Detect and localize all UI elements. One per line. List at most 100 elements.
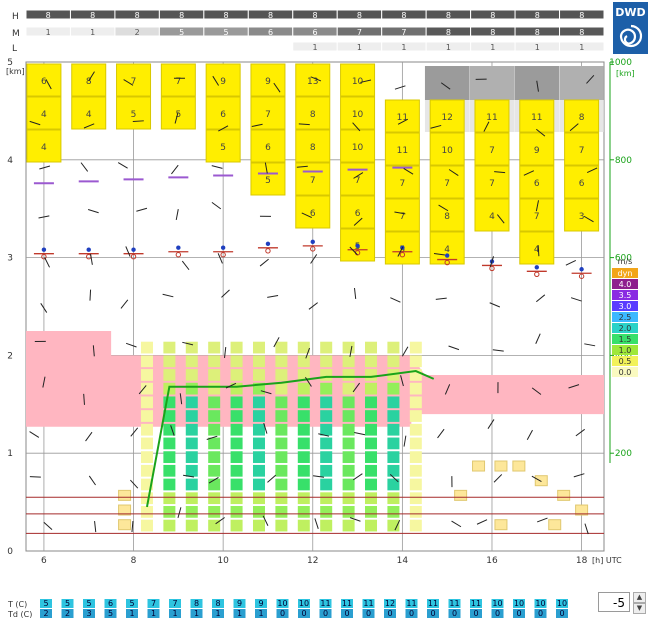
temp-offset-spinner[interactable]: -5 ▲ ▼ <box>598 592 648 614</box>
cloud-cell-value: 6 <box>41 77 47 87</box>
cloud-cell-H <box>559 9 605 20</box>
td-cell <box>61 609 74 618</box>
t-value: 10 <box>299 599 309 608</box>
wind-barb <box>568 384 580 389</box>
updraft-cell <box>252 410 265 422</box>
wind-barb <box>400 375 404 387</box>
updraft-cell <box>230 355 243 368</box>
updraft-cell <box>365 464 378 477</box>
wind-barb <box>308 302 318 310</box>
updraft-cell <box>252 355 265 368</box>
td-cell <box>212 609 224 618</box>
cloud-cell-value: 10 <box>352 77 364 87</box>
cloud-value-M: 5 <box>224 28 229 37</box>
cloud-cell <box>429 132 465 166</box>
updraft-cell <box>365 341 378 354</box>
cloud-cell-value: 11 <box>486 113 497 123</box>
cloud-value-M: 8 <box>446 28 451 37</box>
updraft-cell <box>342 355 355 368</box>
t-cell <box>448 599 461 608</box>
td-cell <box>405 609 418 618</box>
wind-barb <box>397 118 409 125</box>
wind-barb <box>536 80 539 92</box>
spinner-value[interactable]: -5 <box>598 592 630 612</box>
updraft-cell <box>140 423 153 436</box>
wind-barb <box>125 342 137 348</box>
cloud-value-H: 8 <box>357 11 362 20</box>
updraft-cell <box>387 506 400 518</box>
td-value: 0 <box>344 609 349 618</box>
cloud-cell-value: 7 <box>310 176 316 186</box>
wind-barb <box>314 518 319 529</box>
cloud-cell-L <box>26 42 71 51</box>
td-value: 1 <box>194 609 199 618</box>
wind-barb <box>87 209 99 214</box>
td-value: 0 <box>516 609 521 618</box>
wind-barb <box>125 246 131 257</box>
wind-barb <box>349 246 358 256</box>
updraft-cell <box>163 410 176 422</box>
cloud-value-H: 8 <box>224 11 229 20</box>
wind-barb <box>206 435 218 440</box>
t-cell <box>61 599 74 608</box>
updraft-cell <box>140 341 153 354</box>
cloud-cell <box>295 63 331 97</box>
wind-barb <box>310 76 322 82</box>
updraft-cell <box>185 369 198 381</box>
cloud-cell-L <box>248 42 293 51</box>
updraft-cell <box>230 478 243 491</box>
t-value: 11 <box>449 599 459 608</box>
updraft-cell <box>342 506 355 518</box>
updraft-cell <box>230 451 243 463</box>
updraft-cell <box>185 423 198 436</box>
cloud-cell-value: 3 <box>579 212 585 222</box>
wind-barb <box>259 258 269 267</box>
updraft-cell <box>342 464 355 477</box>
legend-swatch <box>612 290 638 300</box>
updraft-cell <box>230 506 243 518</box>
updraft-cell <box>275 506 288 518</box>
spinner-down-button[interactable]: ▼ <box>633 603 646 614</box>
updraft-cell <box>297 355 310 368</box>
cloud-cell <box>429 231 465 265</box>
updraft-cell <box>297 382 310 395</box>
freezing-level-dot <box>86 247 91 252</box>
cloud-cell-value: 7 <box>489 179 495 189</box>
row-label-H: H <box>12 12 19 22</box>
cloud-value-M: 1 <box>90 28 95 37</box>
t-value: 9 <box>258 599 263 608</box>
updraft-cell <box>163 355 176 368</box>
t-value: 9 <box>237 599 242 608</box>
x-tick-label: 16 <box>486 556 498 566</box>
updraft-cell <box>163 341 176 354</box>
td-value: 1 <box>215 609 220 618</box>
td-cell <box>83 609 95 618</box>
wind-barb <box>85 431 93 442</box>
updraft-cell <box>208 369 221 381</box>
updraft-cell <box>163 506 176 518</box>
wind-barb <box>89 289 92 301</box>
spinner-up-button[interactable]: ▲ <box>633 592 646 603</box>
cloud-cell <box>250 162 286 196</box>
legend-swatch <box>612 356 638 366</box>
cloud-cell-value: 4 <box>41 143 47 153</box>
t-cell <box>319 599 332 608</box>
legend-label: 2.0 <box>619 324 632 333</box>
wind-barb <box>318 433 330 437</box>
wind-barb <box>170 425 175 436</box>
updraft-cell <box>140 355 153 368</box>
cloud-value-L: 1 <box>579 43 584 52</box>
td-value: 2 <box>43 609 48 618</box>
updraft-cell <box>387 396 400 409</box>
td-value: 5 <box>108 609 113 618</box>
updraft-cell <box>208 478 221 491</box>
updraft-cell <box>342 369 355 381</box>
right-tick-label: 1000 <box>609 58 632 68</box>
updraft-cell <box>163 492 176 505</box>
updraft-cell <box>365 519 378 532</box>
updraft-cell <box>320 382 333 395</box>
wind-barb <box>179 393 183 405</box>
cloud-cell <box>564 132 600 166</box>
cloud-cell <box>116 63 152 97</box>
cloud-cell-L <box>70 42 115 51</box>
